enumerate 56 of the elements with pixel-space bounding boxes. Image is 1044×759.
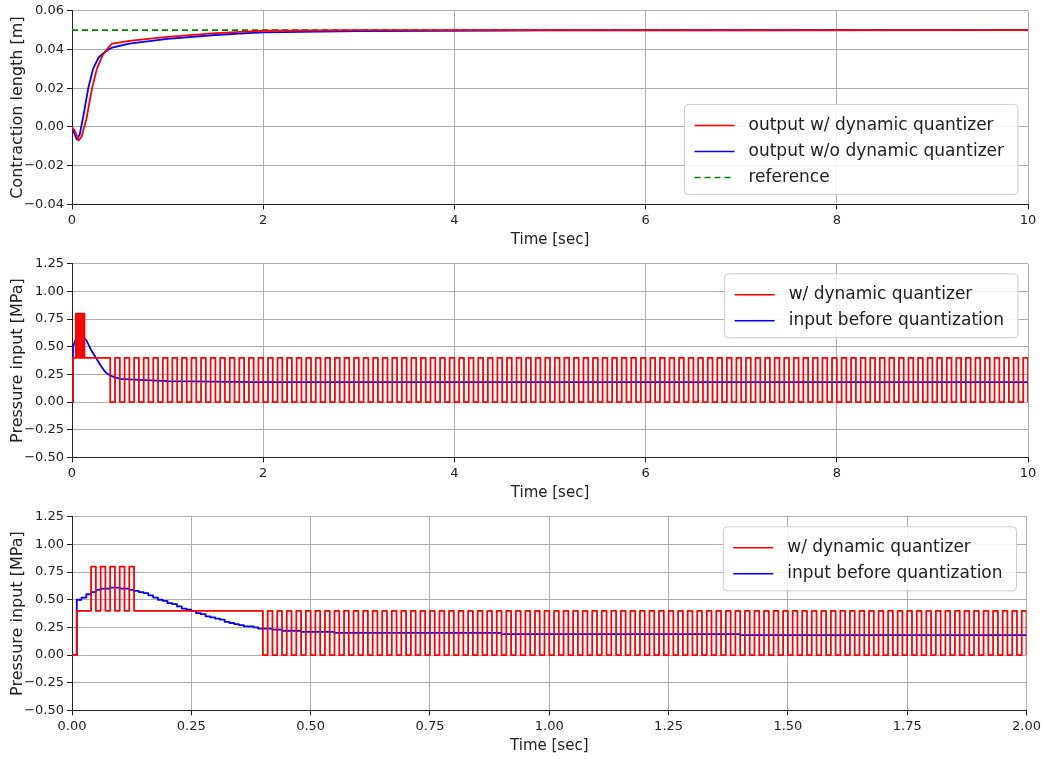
y-tick-label: 0.00 [35,118,64,134]
y-tick-label: 1.00 [35,282,64,298]
x-axis-title: Time [sec] [509,735,589,754]
legend-label: w/ dynamic quantizer [788,283,973,304]
x-tick-label: 2 [259,464,268,480]
x-tick-label: 8 [832,211,841,227]
x-tick-label: 4 [450,464,459,480]
y-axis-title: Pressure input [MPa] [6,278,26,443]
y-tick-label: 1.00 [35,535,64,551]
x-tick-label: 0 [67,211,77,227]
x-tick-label: 0 [67,464,77,480]
x-tick-label: 0.75 [415,717,445,733]
x-tick-label: 8 [832,464,841,480]
x-tick-label: 10 [1019,464,1037,480]
y-tick-label: −0.50 [24,701,64,717]
x-tick-label: 10 [1019,211,1037,227]
y-tick-label: −0.02 [24,157,64,173]
y-tick-label: 0.50 [35,591,64,607]
y-tick-label: 0.50 [35,338,64,354]
legend-label: input before quantization [787,562,1003,583]
y-tick-label: 0.25 [35,618,64,634]
y-tick-label: −0.25 [24,421,64,437]
y-tick-label: 0.75 [35,310,64,326]
y-tick-label: 0.06 [35,2,64,18]
x-axis-title: Time [sec] [509,229,590,248]
y-tick-label: 0.00 [35,646,64,662]
y-tick-label: −0.04 [24,195,64,211]
y-axis-title: Pressure input [MPa] [6,531,26,696]
x-tick-label: 0.00 [57,717,87,733]
x-tick-label: 1.75 [892,717,922,733]
x-tick-label: 6 [641,211,650,227]
y-tick-label: −0.50 [24,448,64,464]
x-tick-label: 1.00 [534,717,564,733]
y-tick-label: 1.25 [35,255,64,271]
y-tick-label: 0.02 [35,79,64,95]
y-tick-label: −0.25 [24,674,64,690]
y-tick-label: 1.25 [35,508,64,524]
legend-label: input before quantization [788,309,1005,330]
legend-label: reference [748,165,830,186]
y-tick-label: 0.75 [35,563,64,579]
x-tick-label: 0.25 [176,717,206,733]
y-axis-title: Contraction length [m] [6,16,26,199]
y-tick-label: 0.25 [35,365,64,381]
x-tick-label: 4 [450,211,459,227]
x-axis-title: Time [sec] [509,482,590,501]
legend-label: output w/ dynamic quantizer [748,113,994,134]
x-tick-label: 6 [641,464,650,480]
legend-label: w/ dynamic quantizer [787,536,971,557]
x-tick-label: 1.50 [773,717,803,733]
legend-label: output w/o dynamic quantizer [748,139,1005,160]
x-tick-label: 1.25 [654,717,684,733]
y-tick-label: 0.04 [35,40,64,56]
x-tick-label: 0.50 [296,717,326,733]
x-tick-label: 2.00 [1012,717,1041,733]
y-tick-label: 0.00 [35,393,64,409]
x-tick-label: 2 [259,211,268,227]
